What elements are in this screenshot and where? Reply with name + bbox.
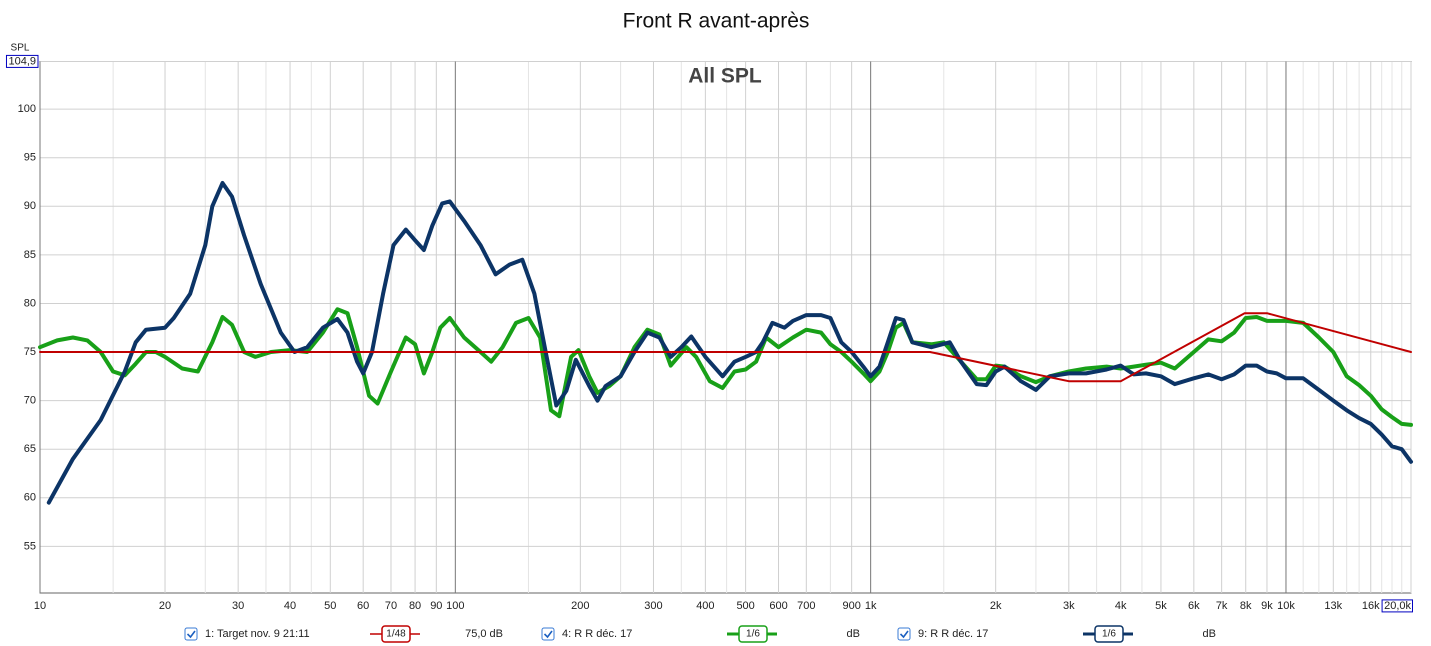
- y-tick-label: 75: [24, 346, 36, 358]
- series-line: [46, 181, 1413, 505]
- y-tick-label: 80: [24, 297, 36, 309]
- x-tick-label: 200: [571, 600, 589, 612]
- x-tick-label: 500: [736, 600, 754, 612]
- legend-checkbox[interactable]: [541, 627, 555, 641]
- legend-check: [186, 630, 196, 639]
- legend-label: 4: R R déc. 17: [562, 628, 632, 640]
- plot-area: [39, 61, 1412, 594]
- x-tick-label: 90: [430, 600, 442, 612]
- legend-offset: dB: [1203, 628, 1216, 640]
- y-tick-label: 95: [24, 152, 36, 164]
- x-tick-label: 7k: [1216, 600, 1228, 612]
- y-tick-label: 65: [24, 443, 36, 455]
- legend-smoothing: 1/6: [746, 629, 760, 640]
- y-tick-label: 55: [24, 540, 36, 552]
- x-tick-label: 20,0k: [1384, 600, 1411, 612]
- x-tick-label: 10: [34, 600, 46, 612]
- x-tick-label: 13k: [1324, 600, 1342, 612]
- y-tick-label: 85: [24, 249, 36, 261]
- x-tick-label: 10k: [1277, 600, 1295, 612]
- x-tick-label: 100: [446, 600, 464, 612]
- x-tick-label: 700: [797, 600, 815, 612]
- x-tick-label: 6k: [1188, 600, 1200, 612]
- legend-offset: dB: [847, 628, 860, 640]
- legend-smoothing: 1/48: [386, 629, 406, 640]
- legend-offset: 75,0 dB: [465, 628, 503, 640]
- x-tick-label: 2k: [990, 600, 1002, 612]
- x-tick-label: 5k: [1155, 600, 1167, 612]
- legend-smoothing-box: [738, 625, 768, 643]
- legend-smoothing: 1/6: [1102, 629, 1116, 640]
- legend-check: [899, 630, 909, 639]
- x-tick-label: 8k: [1240, 600, 1252, 612]
- x-tick-label: 900: [842, 600, 860, 612]
- x-tick-label: 600: [769, 600, 787, 612]
- x-tick-label: 1k: [865, 600, 877, 612]
- x-tick-label: 30: [232, 600, 244, 612]
- y-tick-label: 70: [24, 395, 36, 407]
- legend-checkbox[interactable]: [184, 627, 198, 641]
- legend-label: 1: Target nov. 9 21:11: [205, 628, 310, 640]
- legend-checkbox[interactable]: [897, 627, 911, 641]
- legend-label: 9: R R déc. 17: [918, 628, 988, 640]
- x-tick-label: 70: [385, 600, 397, 612]
- chart-title: Front R avant-après: [623, 10, 810, 33]
- chart-subtitle: All SPL: [688, 65, 762, 88]
- legend-check: [543, 630, 553, 639]
- x-tick-label: 60: [357, 600, 369, 612]
- x-tick-label: 300: [644, 600, 662, 612]
- legend-smoothing-box: [381, 625, 411, 643]
- x-tick-label: 20: [159, 600, 171, 612]
- y-tick-label: 90: [24, 200, 36, 212]
- x-tick-label: 400: [696, 600, 714, 612]
- x-tick-label: 16k: [1362, 600, 1380, 612]
- legend-smoothing-box: [1094, 625, 1124, 643]
- limit-box: [5, 54, 39, 68]
- y-tick-label: 60: [24, 492, 36, 504]
- x-tick-label: 80: [409, 600, 421, 612]
- x-tick-label: 9k: [1261, 600, 1273, 612]
- x-tick-label: 3k: [1063, 600, 1075, 612]
- x-tick-label: 50: [324, 600, 336, 612]
- series-line: [39, 312, 1412, 383]
- x-tick-label: 4k: [1115, 600, 1127, 612]
- x-tick-label: 40: [284, 600, 296, 612]
- y-tick-label: 100: [18, 103, 36, 115]
- limit-box: [1381, 599, 1413, 613]
- y-tick-label: 104,9: [8, 55, 36, 67]
- y-axis-label: SPL: [11, 43, 30, 54]
